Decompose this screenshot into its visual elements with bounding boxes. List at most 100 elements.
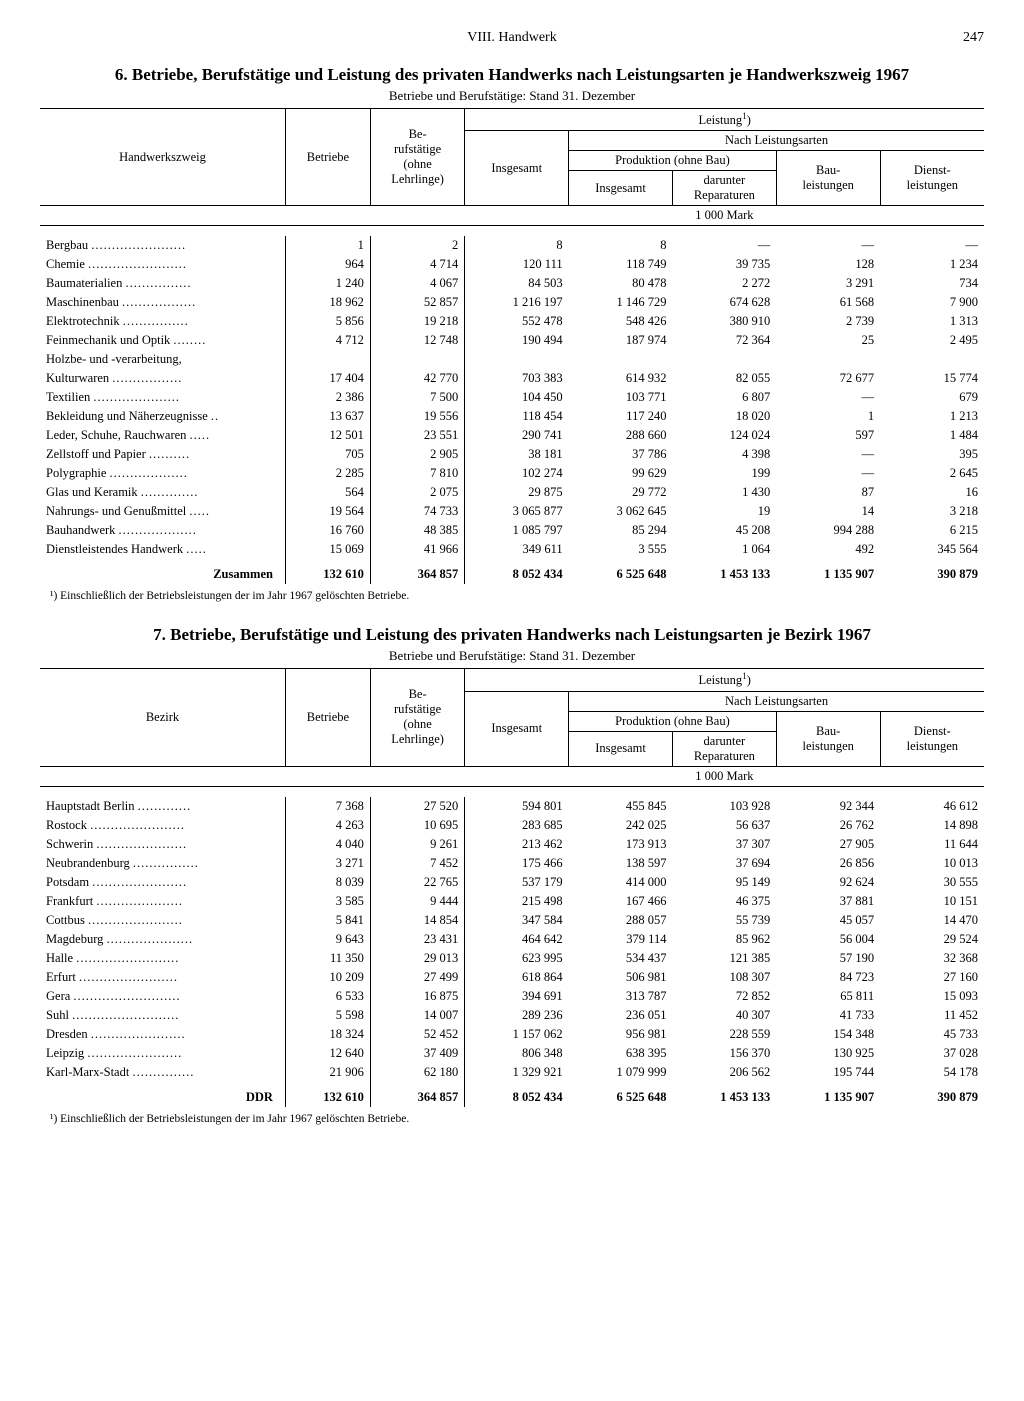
- cell: 80 478: [569, 274, 673, 293]
- table-row: Rostock .......................4 26310 6…: [40, 816, 984, 835]
- cell: 16 760: [285, 521, 370, 540]
- table6-subtitle: Betriebe und Berufstätige: Stand 31. Dez…: [40, 88, 984, 104]
- cell: 623 995: [465, 949, 569, 968]
- cell: 19 218: [370, 312, 464, 331]
- table-row: Bergbau .......................1288———: [40, 236, 984, 255]
- table-row: Magdeburg .....................9 64323 4…: [40, 930, 984, 949]
- cell: 1 234: [880, 255, 984, 274]
- col-insgesamt: Insgesamt: [465, 691, 569, 766]
- cell: —: [776, 236, 880, 255]
- table-row: Nahrungs- und Genußmittel .....19 56474 …: [40, 502, 984, 521]
- cell: 594 801: [465, 797, 569, 816]
- cell: 289 236: [465, 1006, 569, 1025]
- cell: 956 981: [569, 1025, 673, 1044]
- cell: 124 024: [672, 426, 776, 445]
- cell: 1 240: [285, 274, 370, 293]
- table7-head: Bezirk Betriebe Be- rufstätige (ohne Leh…: [40, 669, 984, 786]
- table-row: Halle .........................11 35029 …: [40, 949, 984, 968]
- cell: 118 454: [465, 407, 569, 426]
- cell: 564: [285, 483, 370, 502]
- table7-title: 7. Betriebe, Berufstätige und Leistung d…: [40, 624, 984, 646]
- table-row: Dienstleistendes Handwerk .....15 06941 …: [40, 540, 984, 559]
- cell: 13 637: [285, 407, 370, 426]
- cell: 455 845: [569, 797, 673, 816]
- cell: 1 213: [880, 407, 984, 426]
- cell: 16: [880, 483, 984, 502]
- page-header: VIII. Handwerk 247: [40, 30, 984, 46]
- cell: 5 598: [285, 1006, 370, 1025]
- cell: 618 864: [465, 968, 569, 987]
- col-prod: Produktion (ohne Bau): [569, 711, 777, 731]
- cell: 55 739: [672, 911, 776, 930]
- row-label: Dienstleistendes Handwerk .....: [40, 540, 285, 559]
- cell: 380 910: [672, 312, 776, 331]
- cell: —: [880, 236, 984, 255]
- total-cell: 1 135 907: [776, 1082, 880, 1107]
- cell: 7 810: [370, 464, 464, 483]
- cell: 120 111: [465, 255, 569, 274]
- table-row: Textilien .....................2 3867 50…: [40, 388, 984, 407]
- cell: 283 685: [465, 816, 569, 835]
- row-label: Glas und Keramik ..............: [40, 483, 285, 502]
- cell: 38 181: [465, 445, 569, 464]
- cell: 23 431: [370, 930, 464, 949]
- col-berufs: Be- rufstätige (ohne Lehrlinge): [370, 669, 464, 766]
- total-row: DDR132 610364 8578 052 4346 525 6481 453…: [40, 1082, 984, 1107]
- col-bau: Bau- leistungen: [776, 151, 880, 206]
- cell: 15 093: [880, 987, 984, 1006]
- cell: 7 368: [285, 797, 370, 816]
- cell: 213 462: [465, 835, 569, 854]
- cell: 14 854: [370, 911, 464, 930]
- cell: [776, 350, 880, 369]
- cell: 206 562: [672, 1063, 776, 1082]
- cell: 10 209: [285, 968, 370, 987]
- cell: 2: [370, 236, 464, 255]
- cell: 25: [776, 331, 880, 350]
- cell: —: [776, 388, 880, 407]
- unit-label: 1 000 Mark: [465, 766, 984, 786]
- cell: 19 564: [285, 502, 370, 521]
- table-row: Leipzig .......................12 64037 …: [40, 1044, 984, 1063]
- cell: 228 559: [672, 1025, 776, 1044]
- cell: 7 900: [880, 293, 984, 312]
- cell: 26 856: [776, 854, 880, 873]
- table-row: Kulturwaren .................17 40442 77…: [40, 369, 984, 388]
- cell: [672, 350, 776, 369]
- cell: 10 151: [880, 892, 984, 911]
- total-cell: 6 525 648: [569, 1082, 673, 1107]
- row-label: Dresden .......................: [40, 1025, 285, 1044]
- row-label: Potsdam .......................: [40, 873, 285, 892]
- cell: 1 146 729: [569, 293, 673, 312]
- cell: 674 628: [672, 293, 776, 312]
- col-insgesamt: Insgesamt: [465, 131, 569, 206]
- cell: 103 771: [569, 388, 673, 407]
- cell: 7 452: [370, 854, 464, 873]
- cell: 8: [569, 236, 673, 255]
- header-page: 247: [934, 30, 984, 46]
- cell: 10 695: [370, 816, 464, 835]
- col-label: Bezirk: [40, 669, 285, 766]
- cell: 288 057: [569, 911, 673, 930]
- cell: 108 307: [672, 968, 776, 987]
- unit-label: 1 000 Mark: [465, 206, 984, 226]
- col-betriebe: Betriebe: [285, 109, 370, 206]
- cell: 57 190: [776, 949, 880, 968]
- table6-footnote: ¹) Einschließlich der Betriebsleistungen…: [50, 590, 984, 602]
- cell: 87: [776, 483, 880, 502]
- cell: 11 350: [285, 949, 370, 968]
- cell: 1 484: [880, 426, 984, 445]
- cell: 1 313: [880, 312, 984, 331]
- total-cell: 390 879: [880, 1082, 984, 1107]
- cell: 37 307: [672, 835, 776, 854]
- total-label: Zusammen: [40, 559, 285, 584]
- row-label: Zellstoff und Papier ..........: [40, 445, 285, 464]
- cell: 46 375: [672, 892, 776, 911]
- cell: 4 398: [672, 445, 776, 464]
- cell: 8 039: [285, 873, 370, 892]
- row-label: Baumaterialien ................: [40, 274, 285, 293]
- cell: 492: [776, 540, 880, 559]
- table7: Bezirk Betriebe Be- rufstätige (ohne Leh…: [40, 668, 984, 1106]
- row-label: Elektrotechnik ................: [40, 312, 285, 331]
- cell: 313 787: [569, 987, 673, 1006]
- cell: 195 744: [776, 1063, 880, 1082]
